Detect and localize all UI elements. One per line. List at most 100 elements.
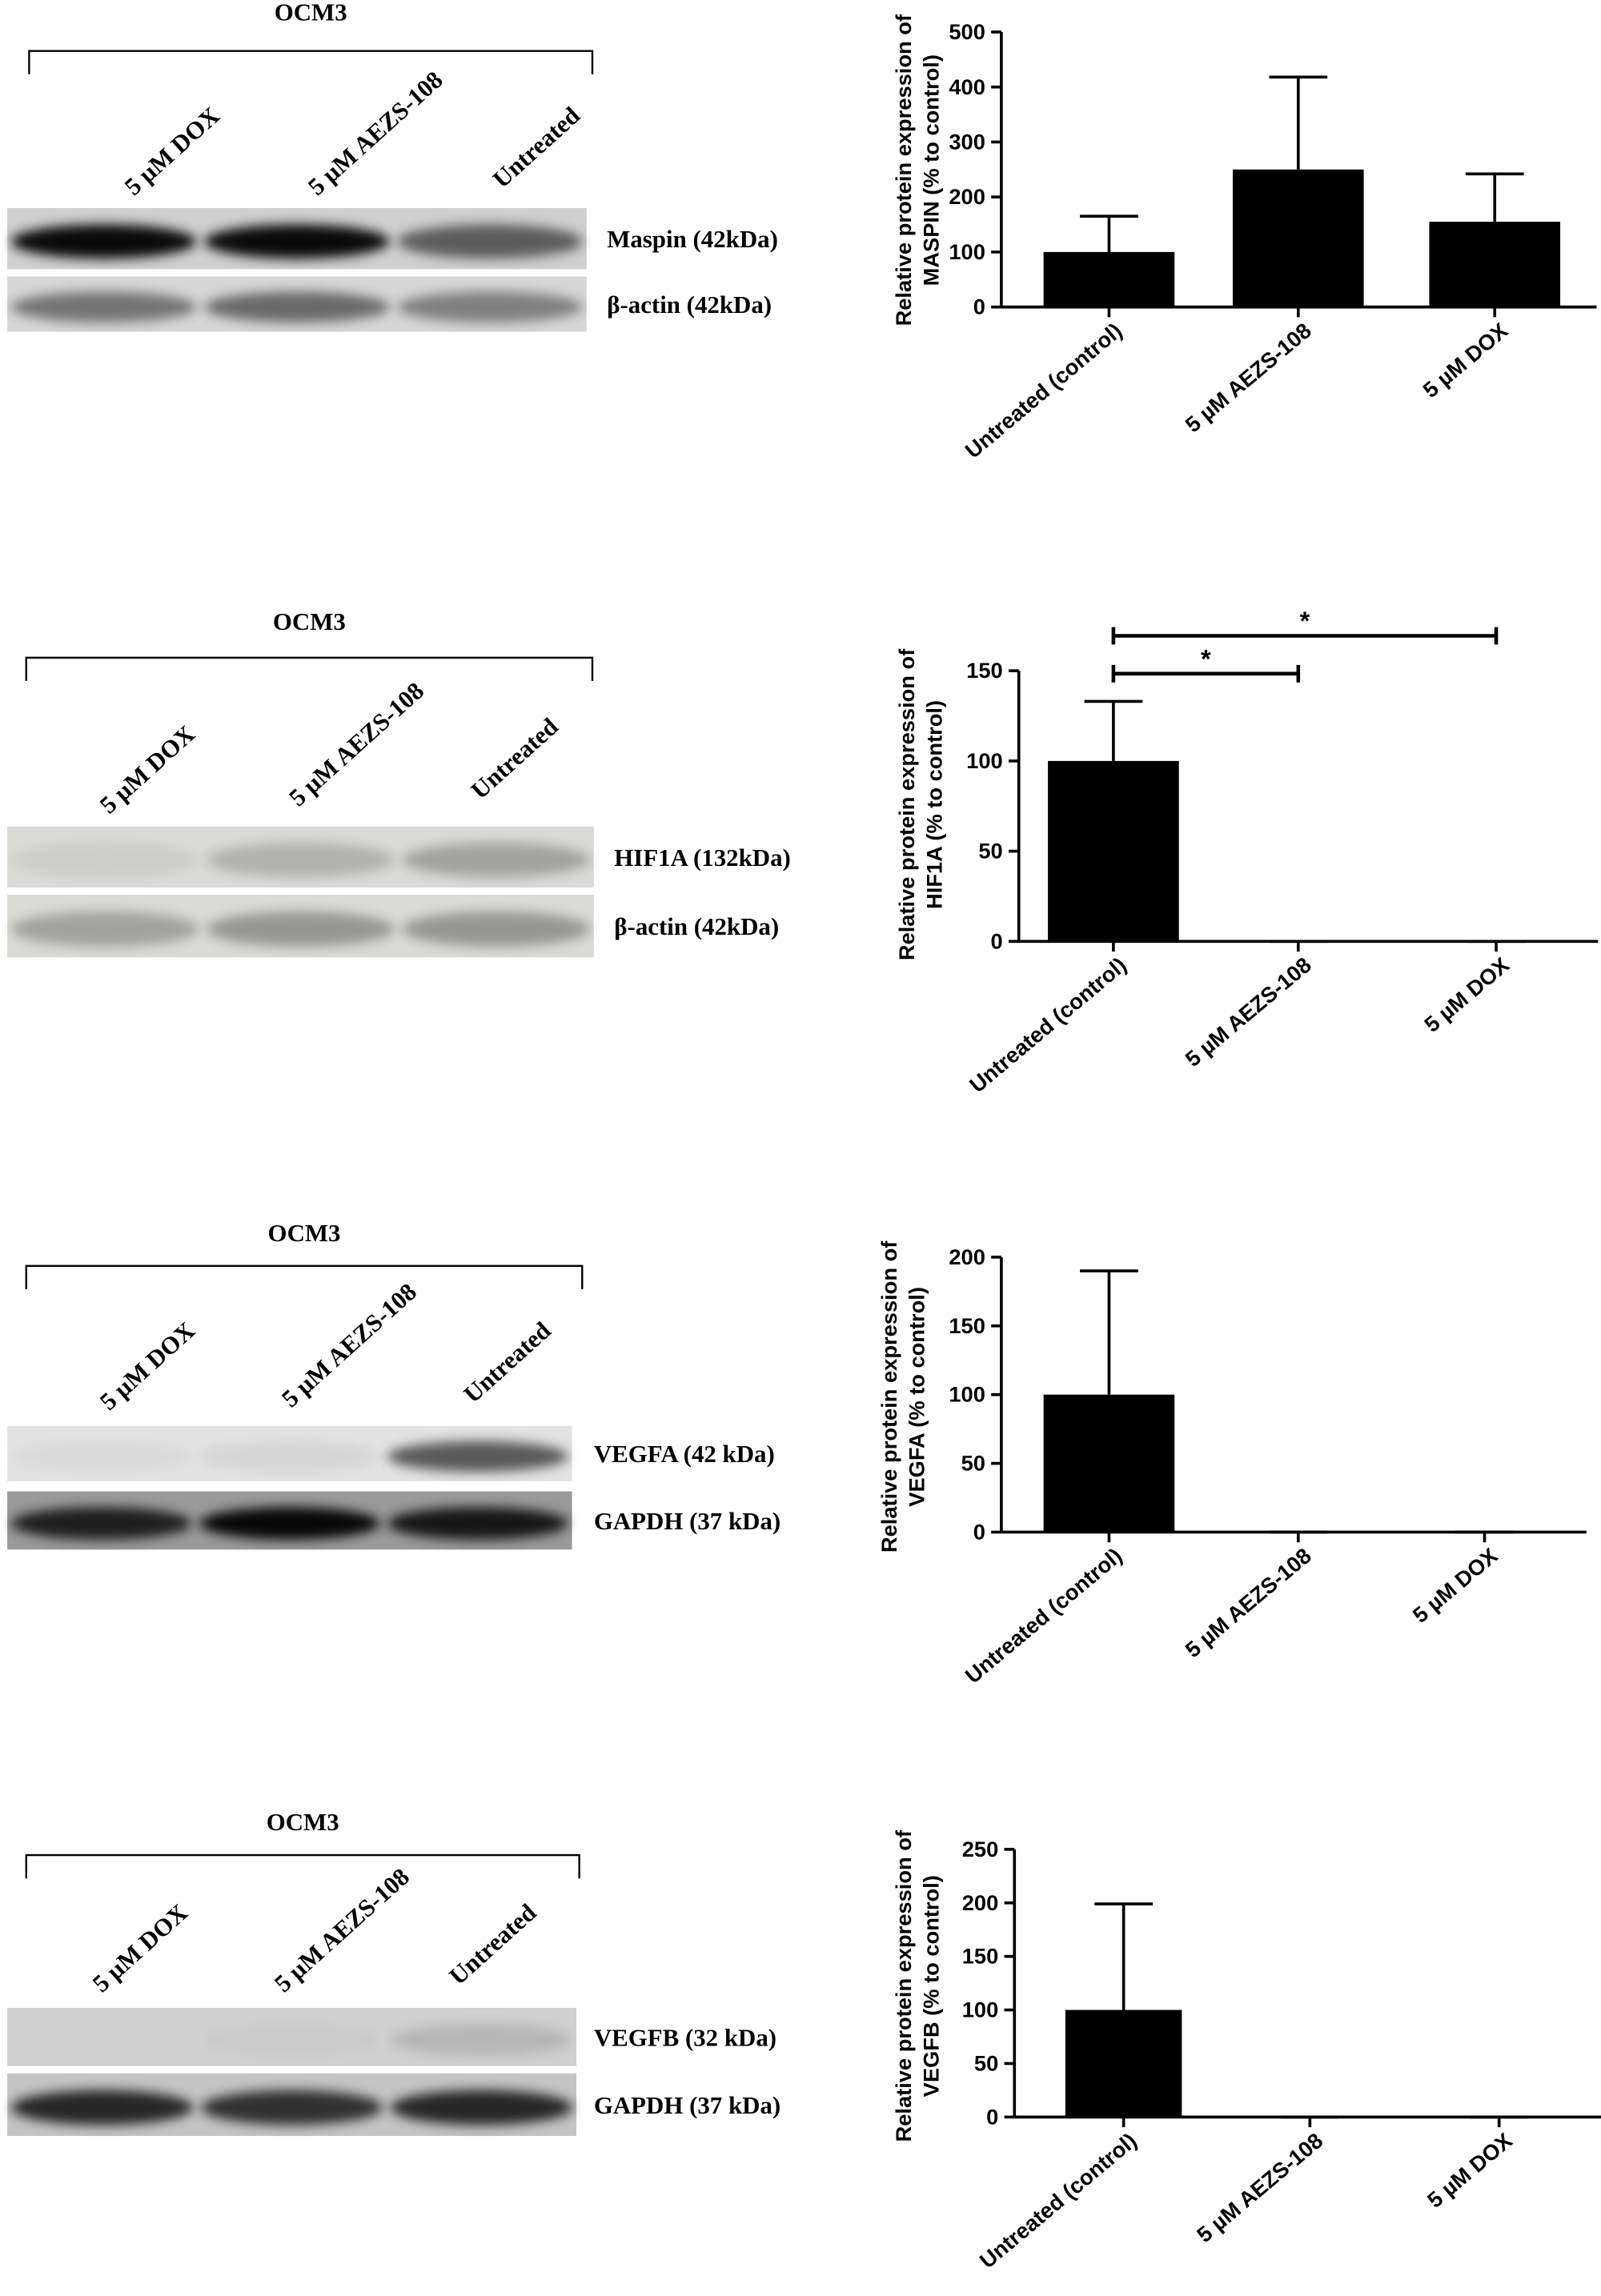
blot-band	[204, 224, 390, 259]
significance-label: *	[1201, 644, 1211, 674]
band-label: Maspin (42kDa)	[607, 225, 778, 253]
y-tick-label: 100	[962, 1997, 999, 2022]
y-tick-label: 150	[962, 1944, 999, 1969]
band-label: GAPDH (37 kDa)	[594, 1507, 780, 1535]
y-tick-label: 50	[961, 1451, 985, 1476]
bracket	[28, 50, 594, 74]
blot-band	[402, 843, 590, 877]
significance-label: *	[1300, 606, 1310, 635]
lane-label: 5 µM DOX	[87, 1898, 193, 1997]
blot-band	[10, 1507, 192, 1540]
band-label: β-actin (42kDa)	[607, 291, 772, 319]
bracket	[25, 1264, 584, 1289]
significance-bracket	[1111, 627, 1499, 645]
y-tick-label: 200	[949, 1244, 985, 1269]
y-tick-label: 100	[949, 239, 985, 264]
y-axis-label: Relative protein expression of MASPIN (% …	[891, 14, 944, 326]
y-tick-label: 50	[974, 2051, 998, 2076]
x-tick-label: 5 µM AEZS-108	[1181, 1543, 1316, 1662]
y-tick-label: 300	[949, 130, 985, 154]
x-tick-label: 5 µM DOX	[1418, 318, 1512, 403]
y-tick-label: 0	[973, 295, 985, 319]
x-tick-label: 5 µM DOX	[1408, 1543, 1503, 1628]
y-axis-label-line: MASPIN (% to control)	[919, 54, 944, 286]
bar	[1043, 251, 1175, 307]
blot-band	[390, 2023, 573, 2057]
x-tick-label: 5 µM DOX	[1422, 2128, 1517, 2213]
y-tick-label: 150	[949, 1313, 985, 1338]
y-axis-label: Relative protein expression of VEGFB (% t…	[891, 1829, 944, 2142]
lane-label: 5 µM AEZS-108	[303, 66, 448, 201]
blot-title: OCM3	[267, 1808, 339, 1836]
blot-band	[10, 2090, 194, 2126]
lane-label: 5 µM DOX	[94, 1316, 200, 1416]
lane-label: 5 µM DOX	[94, 719, 200, 819]
blot-band	[11, 911, 199, 947]
blot-band	[201, 2024, 383, 2057]
x-tick-label: Untreated (control)	[961, 1543, 1127, 1688]
bar	[1232, 169, 1364, 307]
x-tick-label: 5 µM AEZS-108	[1192, 2128, 1327, 2247]
x-tick-label: 5 µM AEZS-108	[1181, 952, 1316, 1072]
y-tick-label: 50	[978, 839, 1002, 864]
blot-band	[397, 291, 583, 323]
bracket	[25, 1853, 580, 1879]
x-tick-label: 5 µM AEZS-108	[1181, 318, 1316, 437]
y-tick-label: 0	[973, 1520, 985, 1545]
x-tick-label: Untreated (control)	[975, 2128, 1142, 2273]
y-tick-label: 250	[962, 1837, 999, 1861]
lane-label: Untreated	[443, 1898, 541, 1990]
blot-band	[402, 911, 590, 947]
lane-label: 5 µM AEZS-108	[276, 1277, 422, 1412]
y-tick-label: 100	[949, 1382, 985, 1407]
lane-label: 5 µM AEZS-108	[283, 676, 429, 811]
y-axis-label-line: VEGFA (% to control)	[905, 1287, 929, 1507]
blot-band	[10, 224, 197, 259]
blot-title: OCM3	[273, 607, 346, 635]
blot-band	[199, 1507, 380, 1540]
significance-bracket	[1111, 664, 1301, 683]
blot-band	[207, 911, 395, 947]
y-axis-label-line: HIF1A (% to control)	[921, 700, 946, 909]
blot-title: OCM3	[268, 1219, 341, 1247]
blot-band	[11, 843, 199, 877]
x-tick-label: 5 µM DOX	[1419, 952, 1514, 1037]
band-label: β-actin (42kDa)	[614, 912, 779, 940]
y-axis-label-line: Relative protein expression of	[877, 1240, 901, 1553]
lane-label: Untreated	[465, 712, 563, 804]
lane-label: Untreated	[488, 101, 585, 193]
bracket	[25, 656, 594, 681]
y-tick-label: 0	[991, 928, 1003, 953]
band-label: GAPDH (37 kDa)	[594, 2091, 780, 2119]
y-tick-label: 500	[949, 19, 985, 44]
bar	[1429, 222, 1561, 307]
blot-band	[207, 843, 395, 877]
y-tick-label: 150	[966, 658, 1003, 683]
y-axis-label-line: Relative protein expression of	[891, 1829, 916, 2142]
blot-band	[387, 1441, 568, 1473]
bar	[1043, 1394, 1175, 1533]
y-axis-label-line: Relative protein expression of	[894, 648, 919, 960]
band-label: HIF1A (132kDa)	[614, 843, 791, 872]
blot-band	[199, 1441, 380, 1473]
y-tick-label: 0	[986, 2104, 998, 2129]
y-axis-label-line: VEGFB (% to control)	[919, 1875, 944, 2097]
y-tick-label: 200	[949, 184, 985, 209]
y-tick-label: 400	[949, 74, 985, 99]
y-axis-label-line: Relative protein expression of	[891, 14, 916, 326]
bar	[1065, 2010, 1182, 2118]
blot-band	[200, 2090, 383, 2126]
bar	[1048, 760, 1179, 942]
band-label: VEGFB (32 kDa)	[594, 2023, 776, 2051]
blot-band	[11, 1441, 192, 1473]
y-tick-label: 100	[966, 748, 1003, 773]
blot-band	[390, 2090, 573, 2126]
blot-title: OCM3	[275, 0, 347, 26]
y-axis-label: Relative protein expression of VEGFA (% t…	[877, 1240, 929, 1553]
blot-band	[204, 291, 390, 323]
lane-label: Untreated	[458, 1316, 556, 1408]
blot-band	[10, 291, 197, 323]
x-tick-label: Untreated (control)	[965, 952, 1131, 1097]
